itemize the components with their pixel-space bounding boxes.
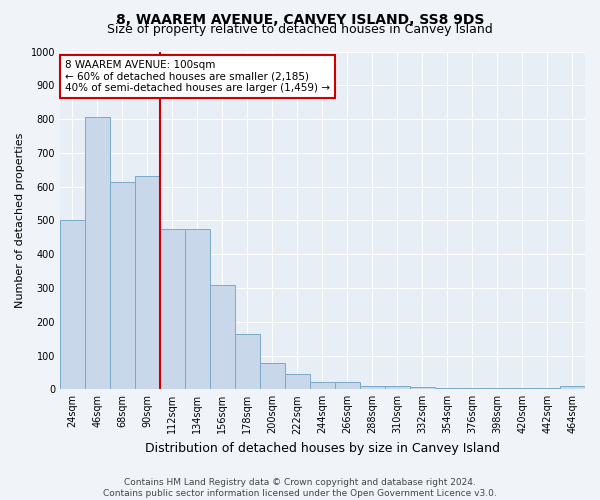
- Bar: [360, 386, 385, 390]
- Text: Size of property relative to detached houses in Canvey Island: Size of property relative to detached ho…: [107, 22, 493, 36]
- Bar: [510, 388, 535, 390]
- Bar: [160, 229, 185, 390]
- Bar: [85, 118, 110, 390]
- Bar: [485, 388, 510, 390]
- Bar: [410, 388, 435, 390]
- Bar: [210, 284, 235, 390]
- Bar: [310, 382, 335, 390]
- Y-axis label: Number of detached properties: Number of detached properties: [15, 132, 25, 308]
- Bar: [185, 229, 210, 390]
- Bar: [535, 388, 560, 390]
- Bar: [285, 374, 310, 390]
- Text: 8, WAAREM AVENUE, CANVEY ISLAND, SS8 9DS: 8, WAAREM AVENUE, CANVEY ISLAND, SS8 9DS: [116, 12, 484, 26]
- Text: 8 WAAREM AVENUE: 100sqm
← 60% of detached houses are smaller (2,185)
40% of semi: 8 WAAREM AVENUE: 100sqm ← 60% of detache…: [65, 60, 330, 93]
- X-axis label: Distribution of detached houses by size in Canvey Island: Distribution of detached houses by size …: [145, 442, 500, 455]
- Bar: [335, 382, 360, 390]
- Bar: [235, 334, 260, 390]
- Bar: [135, 176, 160, 390]
- Text: Contains HM Land Registry data © Crown copyright and database right 2024.
Contai: Contains HM Land Registry data © Crown c…: [103, 478, 497, 498]
- Bar: [460, 388, 485, 390]
- Bar: [110, 182, 135, 390]
- Bar: [60, 220, 85, 390]
- Bar: [560, 386, 585, 390]
- Bar: [385, 386, 410, 390]
- Bar: [260, 363, 285, 390]
- Bar: [435, 388, 460, 390]
